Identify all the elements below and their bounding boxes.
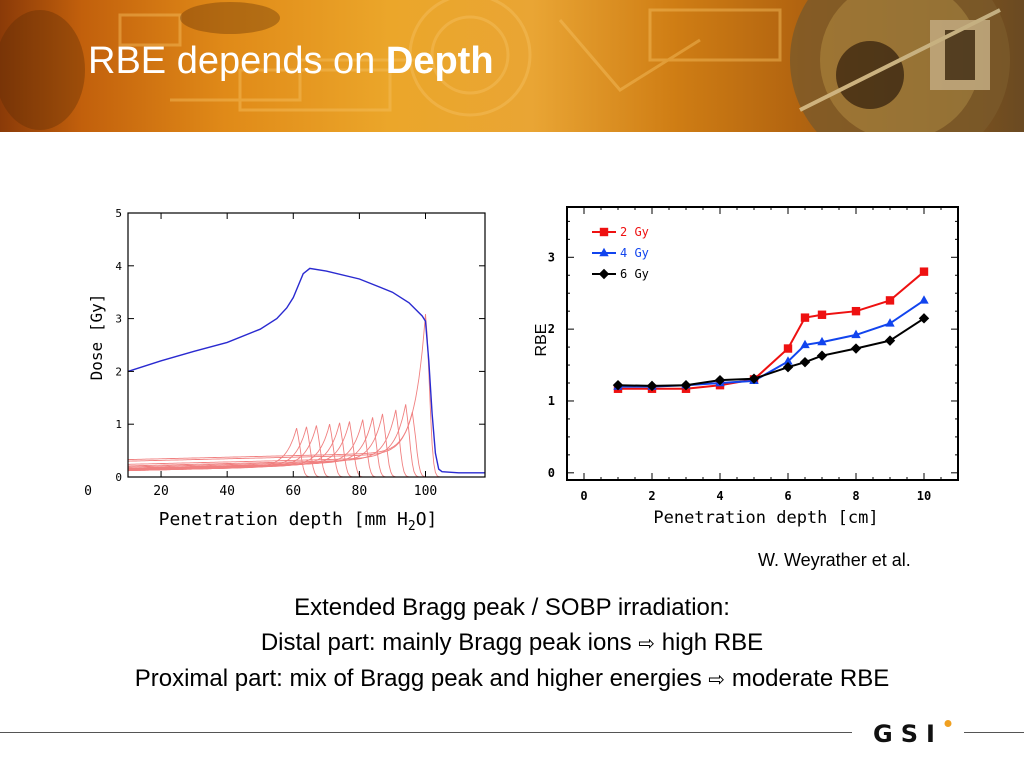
- rbe-data-point: [816, 350, 828, 361]
- rbe-x-tick-label: 4: [716, 489, 723, 503]
- dose-x-axis-label-main: Penetration depth [mm H: [159, 509, 408, 530]
- dose-y-tick-label: 4: [115, 260, 122, 273]
- slide-title-bold: Depth: [385, 40, 494, 82]
- rbe-data-point: [680, 379, 692, 391]
- gsi-logo-dot: [944, 720, 952, 727]
- rbe-x-tick-label: 10: [917, 489, 931, 503]
- rbe-legend: 2 Gy 4 Gy 6 Gy: [592, 225, 649, 281]
- rbe-data-point: [782, 362, 794, 373]
- caption-line-3: Proximal part: mix of Bragg peak and hig…: [0, 661, 1024, 697]
- dose-x-tick-label: 80: [352, 484, 368, 499]
- slide-title: RBE depends on Depth: [88, 40, 494, 83]
- rbe-data-point: [884, 335, 896, 346]
- caption-line-2-text: Distal part: mainly Bragg peak ions: [260, 629, 632, 656]
- slide-title-prefix: RBE depends on: [88, 40, 376, 82]
- rbe-data-point: [885, 318, 895, 327]
- rbe-data-point: [800, 339, 810, 349]
- rbe-data-point: [783, 344, 793, 353]
- rbe-x-tick-label: 0: [580, 489, 587, 503]
- rbe-data-point: [714, 374, 726, 386]
- rbe-x-tick-label: 8: [852, 489, 859, 503]
- dose-plot-area: [127, 267, 485, 478]
- rbe-plot-frame: [566, 206, 959, 481]
- arrow-right-icon: ⇨: [708, 667, 726, 691]
- dose-y-axis-label: Dose [Gy]: [87, 294, 106, 381]
- rbe-y-tick-label: 0: [548, 466, 555, 480]
- dose-sum-curve: [127, 267, 485, 474]
- caption-line-1: Extended Bragg peak / SOBP irradiation:: [294, 594, 730, 621]
- rbe-data-point: [817, 310, 827, 319]
- caption-line-3-text: Proximal part: mix of Bragg peak and hig…: [134, 665, 702, 692]
- dose-x-tick-label: 0: [84, 484, 92, 499]
- dose-y-tick-label: 3: [115, 313, 122, 326]
- rbe-data-point: [851, 306, 861, 316]
- rbe-data-point: [918, 313, 930, 324]
- caption-line-2: Distal part: mainly Bragg peak ions ⇨ hi…: [0, 625, 1024, 661]
- rbe-data-point: [850, 343, 862, 354]
- rbe-data-point: [800, 313, 810, 322]
- dose-chart: 0 1 2 3 4 5 0 20 40 60 80 100 Dose [Gy] Penetration…: [84, 207, 486, 534]
- gsi-logo-text: GSI: [873, 720, 943, 746]
- dose-x-tick-label: 100: [414, 484, 437, 499]
- dose-x-tick-label: 40: [219, 484, 235, 499]
- caption-line-3-result: moderate RBE: [731, 665, 890, 692]
- dose-plot-frame: [127, 212, 486, 478]
- dose-y-tick-label: 2: [115, 365, 122, 378]
- header-banner: RBE depends on Depth: [0, 0, 1024, 132]
- rbe-data-point: [748, 373, 760, 384]
- caption: Extended Bragg peak / SOBP irradiation: …: [0, 590, 1024, 697]
- dose-y-tick-label: 1: [115, 418, 122, 431]
- rbe-data-point: [646, 380, 658, 392]
- rbe-legend-marker: [598, 268, 610, 280]
- rbe-data-point: [851, 329, 861, 339]
- rbe-y-tick-label: 1: [548, 394, 555, 408]
- banner-decoration: [0, 0, 1010, 132]
- gsi-logo: GSI: [852, 720, 964, 746]
- dose-y-tick-label: 5: [115, 207, 122, 220]
- dose-x-axis-label-end: O]: [416, 509, 438, 530]
- citation: W. Weyrather et al.: [758, 550, 911, 570]
- rbe-legend-label: 4 Gy: [620, 246, 649, 260]
- dose-peak-curve: [127, 314, 485, 478]
- rbe-legend-marker: [599, 227, 609, 237]
- rbe-data-point: [612, 379, 624, 391]
- dose-x-tick-label: 60: [285, 484, 301, 499]
- rbe-axes: 0 2 4 6 8 10 0 1 2 3: [548, 206, 959, 503]
- rbe-y-tick-label: 3: [548, 250, 555, 264]
- rbe-legend-label: 2 Gy: [620, 225, 649, 239]
- dose-x-axis-label: Penetration depth [mm H2O]: [159, 509, 438, 534]
- rbe-series-line: [617, 317, 925, 387]
- rbe-data-point: [799, 356, 811, 368]
- rbe-plot-area: [612, 267, 930, 393]
- rbe-x-tick-label: 6: [784, 489, 791, 503]
- rbe-legend-label: 6 Gy: [620, 267, 649, 281]
- rbe-data-point: [919, 295, 929, 304]
- rbe-data-point: [817, 336, 827, 346]
- footer-divider: [0, 732, 1024, 733]
- dose-x-axis-label-sub: 2: [408, 519, 416, 534]
- arrow-right-icon: ⇨: [638, 631, 656, 655]
- dose-axes: 0 1 2 3 4 5 0 20 40 60 80 100: [84, 207, 486, 499]
- dose-y-tick-label: 0: [115, 471, 122, 484]
- rbe-legend-marker: [599, 247, 609, 257]
- caption-line-2-result: high RBE: [661, 629, 764, 656]
- dose-x-tick-label: 20: [153, 484, 169, 499]
- rbe-y-tick-label: 2: [548, 322, 555, 336]
- rbe-x-tick-label: 2: [648, 489, 655, 503]
- rbe-chart: 0 2 4 6 8 10 0 1 2 3 2 Gy 4 Gy 6 Gy RBE Penetration…: [533, 206, 959, 528]
- rbe-x-axis-label: Penetration depth [cm]: [653, 508, 878, 528]
- rbe-data-point: [919, 267, 929, 276]
- rbe-data-point: [783, 356, 793, 365]
- rbe-data-point: [885, 296, 895, 305]
- rbe-y-axis-label: RBE: [533, 324, 550, 357]
